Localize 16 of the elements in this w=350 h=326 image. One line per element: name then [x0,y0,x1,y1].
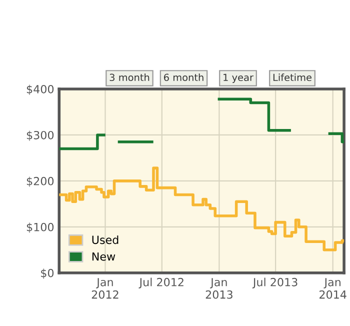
text: 1 year [224,74,254,83]
text: 6 month [164,74,204,82]
legend-label: New [92,252,116,261]
x-tick-label: Jan 2013 [206,278,232,299]
text: 3 month [110,74,150,82]
text: Lifetime [273,74,312,82]
x-tick-label: Jul 2012 [138,278,184,288]
x-tick-label: Jul 2013 [252,278,298,288]
y-tick-label: $300 [26,130,54,141]
legend-label: Used [92,235,118,244]
x-tick-label: Jan 2012 [92,278,118,299]
y-tick-label: $100 [26,222,54,233]
y-tick-label: $0 [41,268,54,279]
y-tick-label: $200 [26,176,54,187]
y-tick-label: $400 [26,84,54,95]
x-tick-label: Jan 2014 [320,278,346,299]
